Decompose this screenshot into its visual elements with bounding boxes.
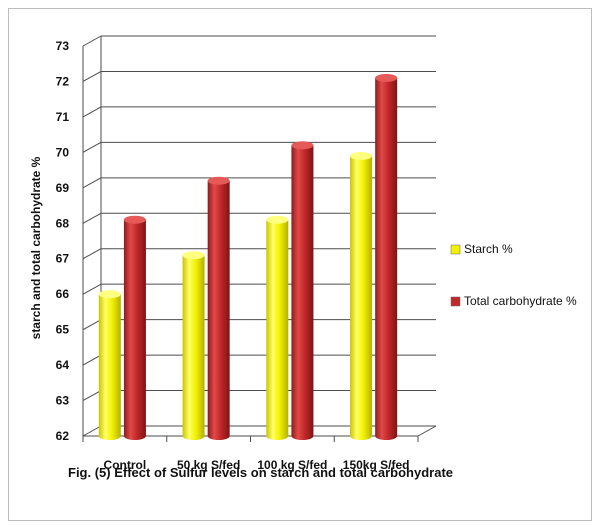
y-tick-label: 63 <box>56 394 70 408</box>
gridline-depth <box>82 248 102 260</box>
gridline-depth <box>82 106 102 118</box>
x-tick-label: 50 kg S/fed <box>177 458 240 472</box>
gridline-depth <box>82 354 102 366</box>
y-tick-label: 66 <box>56 287 70 301</box>
x-tick-label: 100 kg S/fed <box>257 458 327 472</box>
y-tick-labels: 62 63 64 65 66 67 68 69 70 71 72 73 <box>56 39 70 443</box>
gridline-depth <box>82 319 102 331</box>
y-tick-label: 67 <box>56 252 70 266</box>
y-tick-label: 68 <box>56 216 70 230</box>
bar-total-carbohydrate-2 <box>291 141 314 441</box>
bars <box>98 73 398 441</box>
y-tick-label: 72 <box>56 74 70 88</box>
legend-swatch <box>450 244 461 255</box>
y-tick-label: 64 <box>56 358 70 372</box>
figure-caption: Fig. (5) Effect of Sulfur levels on star… <box>68 465 453 480</box>
floor-edge <box>417 425 437 437</box>
y-tick-label: 65 <box>56 323 70 337</box>
gridline-depth <box>82 35 102 47</box>
y-tick-label: 73 <box>56 39 70 53</box>
y-tick-label: 69 <box>56 181 70 195</box>
gridline-depth <box>82 71 102 82</box>
bar-starch-2 <box>266 215 289 440</box>
legend-label: Starch % <box>464 242 513 256</box>
legend-label: Total carbohydrate % <box>464 294 577 308</box>
x-tick-labels: Control 50 kg S/fed 100 kg S/fed 150kg S/fe… <box>104 458 410 472</box>
bar-starch-0 <box>98 290 121 440</box>
bar-total-carbohydrate-0 <box>123 215 146 440</box>
gridline-depth <box>82 177 102 189</box>
legend: Starch % Total carbohydrate % <box>450 242 577 308</box>
y-axis-title: starch and total carbohydrate % <box>29 156 43 339</box>
y-tick-label: 71 <box>56 110 70 124</box>
x-tick-label: Control <box>104 458 147 472</box>
bar-total-carbohydrate-3 <box>375 73 398 440</box>
gridline-depth <box>82 141 102 153</box>
bar-starch-3 <box>350 151 373 440</box>
bar-starch-1 <box>182 251 205 440</box>
bar-total-carbohydrate-1 <box>207 176 230 440</box>
gridline-depth <box>82 425 102 437</box>
y-tick-label: 70 <box>56 145 70 159</box>
gridline-depth <box>82 390 102 401</box>
gridline-depth <box>82 283 102 295</box>
x-tick-label: 150kg S/fed <box>343 458 410 472</box>
y-tick-label: 62 <box>56 429 70 443</box>
gridline-depth <box>82 212 102 224</box>
legend-swatch <box>450 296 461 307</box>
